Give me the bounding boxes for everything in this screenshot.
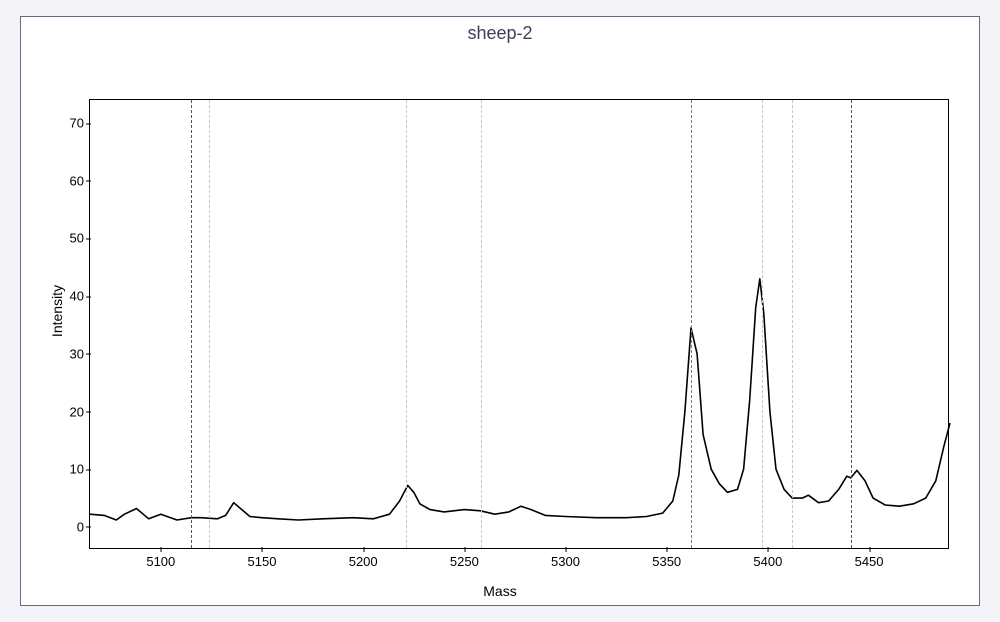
y-tick: 70 <box>70 116 90 131</box>
spectrum-trace <box>90 100 950 550</box>
x-tick: 5100 <box>146 548 175 569</box>
reference-line <box>481 100 482 548</box>
x-tick: 5250 <box>450 548 479 569</box>
spectrum-line <box>90 279 950 520</box>
reference-line <box>762 100 763 548</box>
y-tick: 60 <box>70 173 90 188</box>
chart-title: sheep-2 <box>21 23 979 44</box>
x-axis-label: Mass <box>483 583 516 599</box>
y-axis-label: Intensity <box>49 285 65 337</box>
x-tick: 5400 <box>753 548 782 569</box>
y-tick: 0 <box>77 519 90 534</box>
reference-line <box>209 100 210 548</box>
reference-line <box>851 100 852 548</box>
x-tick: 5350 <box>652 548 681 569</box>
reference-line <box>792 100 793 548</box>
y-tick: 50 <box>70 231 90 246</box>
y-tick: 20 <box>70 404 90 419</box>
chart-frame: sheep-2 Intensity Mass 01020304050607051… <box>20 16 980 606</box>
x-tick: 5300 <box>551 548 580 569</box>
reference-line <box>406 100 407 548</box>
x-tick: 5200 <box>349 548 378 569</box>
y-tick: 40 <box>70 289 90 304</box>
reference-line <box>191 100 192 548</box>
y-tick: 10 <box>70 462 90 477</box>
x-tick: 5150 <box>248 548 277 569</box>
x-tick: 5450 <box>855 548 884 569</box>
plot-area: 0102030405060705100515052005250530053505… <box>89 99 949 549</box>
y-tick: 30 <box>70 346 90 361</box>
reference-line <box>691 100 692 548</box>
